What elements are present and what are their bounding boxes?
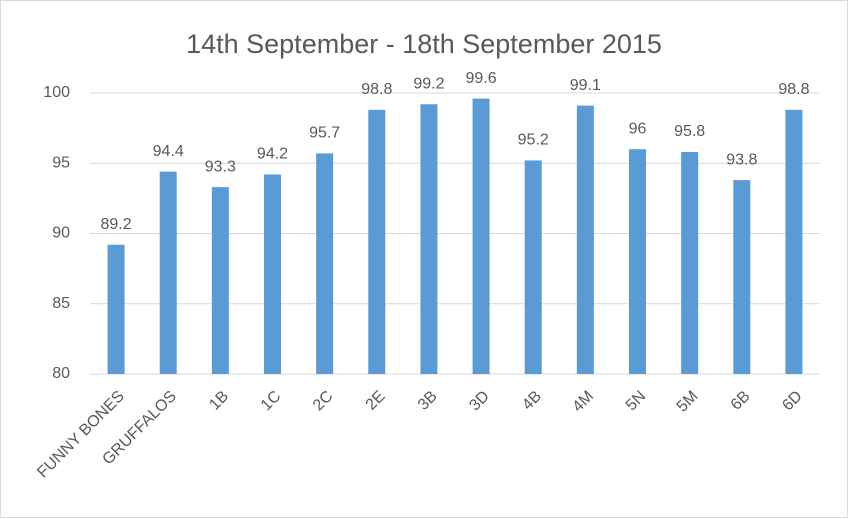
bar bbox=[472, 98, 490, 375]
bar bbox=[368, 109, 386, 375]
bar bbox=[159, 171, 177, 374]
bar bbox=[629, 149, 646, 374]
y-tick-label: 95 bbox=[52, 154, 70, 171]
data-label: 94.2 bbox=[257, 146, 288, 163]
data-label: 98.8 bbox=[361, 81, 392, 98]
bar bbox=[524, 160, 542, 374]
data-label: 95.7 bbox=[309, 125, 340, 142]
bar bbox=[264, 174, 281, 374]
chart-title: 14th September - 18th September 2015 bbox=[186, 29, 662, 59]
bar bbox=[316, 153, 334, 374]
y-tick-label: 80 bbox=[52, 365, 70, 382]
bar bbox=[107, 244, 125, 374]
data-label: 95.8 bbox=[674, 123, 705, 140]
y-tick-label: 90 bbox=[52, 225, 70, 242]
data-label: 99.2 bbox=[413, 75, 444, 92]
data-label: 95.2 bbox=[518, 132, 549, 149]
data-label: 89.2 bbox=[101, 216, 132, 233]
bar bbox=[681, 152, 699, 374]
data-label: 94.4 bbox=[153, 143, 184, 160]
y-tick-label: 100 bbox=[43, 84, 70, 101]
data-label: 93.8 bbox=[726, 151, 757, 168]
data-label: 99.6 bbox=[466, 70, 497, 87]
bar bbox=[576, 105, 594, 375]
data-label: 93.3 bbox=[205, 158, 236, 175]
data-label: 96 bbox=[629, 120, 647, 137]
y-tick-label: 85 bbox=[52, 295, 70, 312]
bar bbox=[211, 187, 229, 374]
data-label: 99.1 bbox=[570, 77, 601, 94]
bar bbox=[420, 104, 438, 375]
data-label: 98.8 bbox=[778, 81, 809, 98]
bar bbox=[733, 180, 751, 374]
bar bbox=[785, 109, 803, 375]
